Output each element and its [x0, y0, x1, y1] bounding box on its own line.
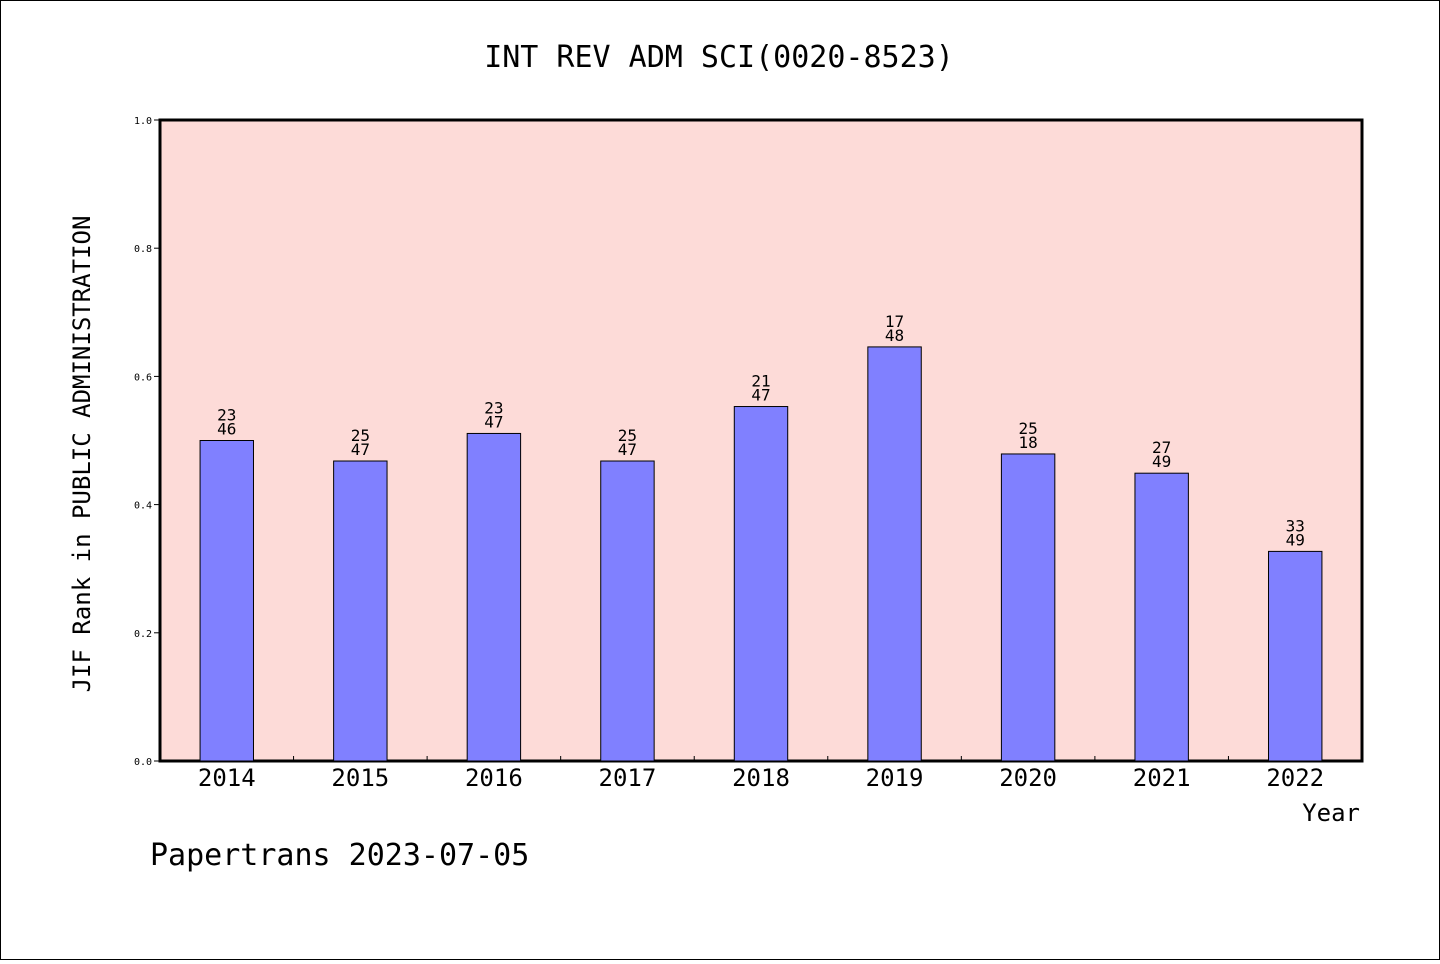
x-tick-label: 2015 [331, 764, 389, 792]
x-tick-label: 2017 [599, 764, 657, 792]
bar-2021 [1134, 472, 1189, 762]
bar-label-total: 18 [1018, 433, 1037, 452]
x-tick-label: 2022 [1266, 764, 1324, 792]
y-tick-label: 0.6 [134, 372, 152, 383]
bar-label-total: 46 [217, 420, 236, 439]
bar-label-rank: 23 [484, 398, 503, 417]
y-tick-label: 0.4 [134, 501, 152, 512]
bar-label-rank: 23 [217, 406, 236, 425]
y-axis-label: JIF Rank in PUBLIC ADMINISTRATION [68, 216, 96, 693]
bar-label-total: 47 [351, 440, 370, 459]
bar-label-rank: 21 [751, 372, 770, 391]
bar-2017 [600, 460, 655, 762]
y-tick-label: 0.2 [134, 629, 152, 640]
bar-2019 [867, 346, 922, 762]
y-axis-ticks: 0.0 0.2 0.4 0.6 0.8 1.0 [134, 116, 160, 768]
bar-label-rank: 17 [885, 312, 904, 331]
bar-2020 [1000, 453, 1056, 762]
footer-credit: Papertrans 2023-07-05 [150, 838, 529, 873]
bar-2018 [733, 406, 789, 762]
x-tick-label: 2020 [999, 764, 1057, 792]
x-tick-label: 2018 [732, 764, 790, 792]
bar-label-rank: 25 [1018, 419, 1037, 438]
bar-label-rank: 25 [351, 426, 370, 445]
bar-label-total: 47 [751, 386, 770, 405]
x-tick-label: 2016 [465, 764, 523, 792]
x-axis-label: Year [1302, 799, 1360, 827]
x-tick-label: 2021 [1133, 764, 1191, 792]
bar-label-rank: 27 [1152, 438, 1171, 457]
bar-label-rank: 25 [618, 426, 637, 445]
y-tick-label: 0.8 [134, 244, 152, 255]
chart-title: INT REV ADM SCI(0020-8523) [484, 40, 954, 75]
bars-group [199, 346, 1323, 762]
bar-label-total: 47 [618, 440, 637, 459]
bar-label-rank: 33 [1286, 516, 1305, 535]
bar-label-total: 48 [885, 326, 904, 345]
bar-label-total: 47 [484, 412, 503, 431]
y-tick-label: 0.0 [134, 757, 152, 768]
bar-2014 [199, 440, 254, 762]
x-tick-label: 2019 [866, 764, 924, 792]
bar-2015 [333, 460, 388, 762]
bar-2016 [466, 432, 522, 762]
x-tick-label: 2014 [198, 764, 256, 792]
bar-label-total: 49 [1152, 452, 1171, 471]
bar-2022 [1268, 550, 1323, 762]
y-tick-label: 1.0 [134, 116, 152, 127]
bar-label-total: 49 [1286, 530, 1305, 549]
x-axis-ticks: 2014 2015 2016 2017 2018 2019 2020 2021 2022 [198, 756, 1324, 792]
